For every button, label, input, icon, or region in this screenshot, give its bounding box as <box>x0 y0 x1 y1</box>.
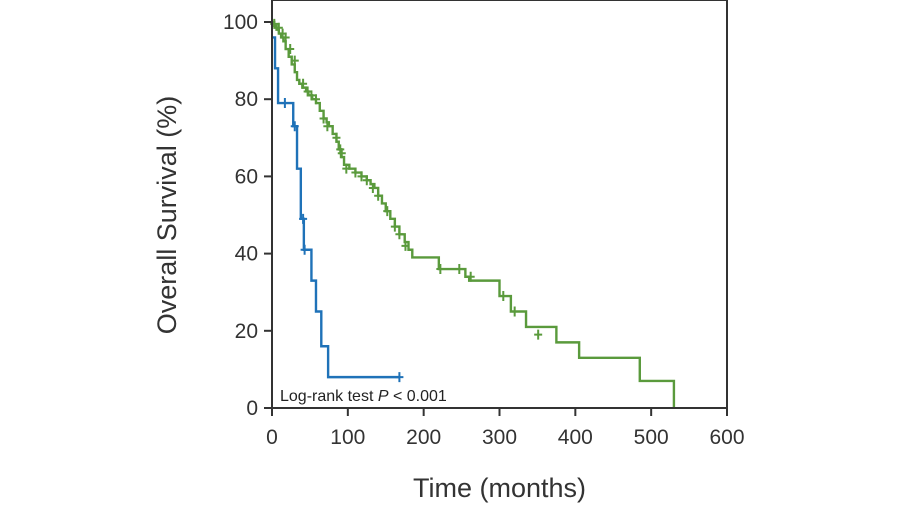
x-tick-label: 200 <box>406 426 441 449</box>
censor-mark <box>286 44 295 55</box>
censor-mark <box>455 264 464 275</box>
censor-mark <box>374 190 383 201</box>
y-tick-label: 100 <box>223 11 258 34</box>
censor-mark <box>290 55 299 66</box>
censor-mark <box>390 221 399 232</box>
censor-mark <box>383 206 392 217</box>
x-tick-label: 600 <box>709 426 744 449</box>
censor-mark <box>510 306 519 317</box>
series-layer <box>270 18 676 408</box>
survival-curve-2 <box>272 36 400 379</box>
annotation-prefix: Log-rank test <box>280 388 378 405</box>
y-tick-label: 20 <box>235 320 258 343</box>
censor-mark <box>357 171 366 182</box>
censor-mark <box>280 98 289 109</box>
censor-mark <box>362 175 371 186</box>
censor-mark <box>436 264 445 275</box>
x-tick-label: 400 <box>558 426 593 449</box>
censor-mark <box>534 329 543 340</box>
censor-mark <box>299 78 308 89</box>
annotation-p-symbol: P <box>378 388 389 405</box>
plot-frame <box>271 0 728 409</box>
censor-mark <box>281 32 290 43</box>
censor-mark <box>290 121 299 132</box>
censor-mark <box>300 244 309 255</box>
censor-mark <box>351 167 360 178</box>
y-tick-label: 60 <box>235 165 258 188</box>
survival-curve-1 <box>272 20 676 408</box>
y-tick-label: 40 <box>235 243 258 266</box>
censor-mark <box>499 291 508 302</box>
censor-mark <box>311 94 320 105</box>
censor-mark <box>342 163 351 174</box>
y-axis-title: Overall Survival (%) <box>152 96 182 335</box>
censor-mark <box>323 121 332 132</box>
y-tick-label: 0 <box>246 397 258 420</box>
censor-mark <box>368 182 377 193</box>
ticks-layer: 0 100 200 300 400 500 600 0 20 40 60 80 100 <box>223 11 745 449</box>
censor-mark <box>337 148 346 159</box>
log-rank-annotation: Log-rank test P < 0.001 <box>280 388 447 405</box>
x-tick-label: 500 <box>634 426 669 449</box>
censor-mark <box>401 240 410 251</box>
censor-mark <box>466 271 475 282</box>
censor-mark <box>319 113 328 124</box>
censor-mark <box>299 213 308 224</box>
censor-mark <box>332 132 341 143</box>
annotation-suffix: < 0.001 <box>389 388 447 405</box>
x-tick-label: 0 <box>266 426 278 449</box>
censor-mark <box>395 229 404 240</box>
x-tick-label: 100 <box>330 426 365 449</box>
x-tick-label: 300 <box>482 426 517 449</box>
x-axis-title: Time (months) <box>413 473 586 503</box>
censor-mark <box>274 22 283 33</box>
censor-mark <box>395 372 404 383</box>
y-tick-label: 80 <box>235 88 258 111</box>
censor-mark <box>307 90 316 101</box>
